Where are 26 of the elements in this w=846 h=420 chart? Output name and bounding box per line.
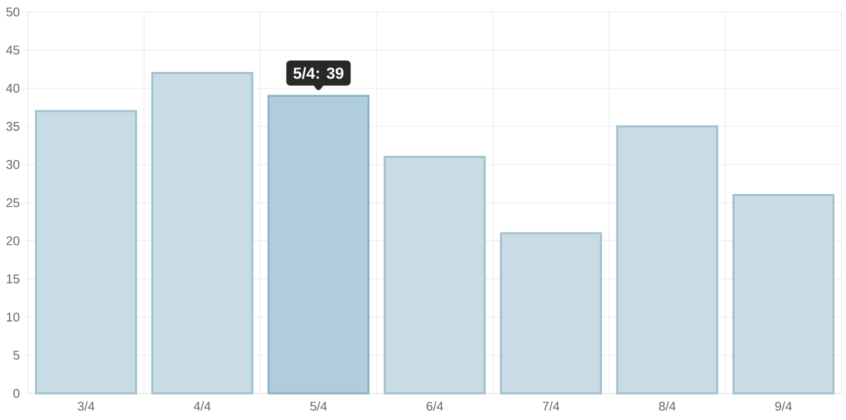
y-tick-label: 25 — [6, 198, 20, 207]
y-tick-label: 40 — [6, 84, 20, 93]
x-tick-label: 4/4 — [194, 401, 211, 411]
bar — [35, 110, 137, 394]
y-tick-label: 5 — [13, 350, 20, 360]
y-tick-label: 35 — [6, 122, 20, 131]
bar — [616, 125, 718, 394]
y-tick-label: 20 — [6, 236, 20, 246]
annotation: 5/4: 39 — [293, 67, 344, 79]
y-tick-label: 50 — [6, 7, 20, 16]
x-tick-label: 7/4 — [542, 401, 560, 411]
bar — [500, 232, 602, 394]
bar — [732, 194, 834, 394]
bar — [268, 94, 370, 394]
y-tick-label: 15 — [6, 274, 20, 284]
x-tick-label: 5/4 — [310, 401, 327, 411]
y-tick-label: 10 — [6, 312, 20, 322]
bar — [384, 156, 486, 394]
y-tick-label: 45 — [6, 46, 20, 54]
x-tick-label: 8/4 — [658, 401, 676, 411]
bar — [151, 72, 254, 394]
y-tick-label: 30 — [6, 160, 20, 169]
x-tick-label: 6/4 — [426, 401, 444, 411]
x-tick-label: 3/4 — [78, 401, 94, 411]
x-tick-label: 9/4 — [775, 401, 792, 411]
y-tick-label: 0 — [13, 388, 20, 398]
